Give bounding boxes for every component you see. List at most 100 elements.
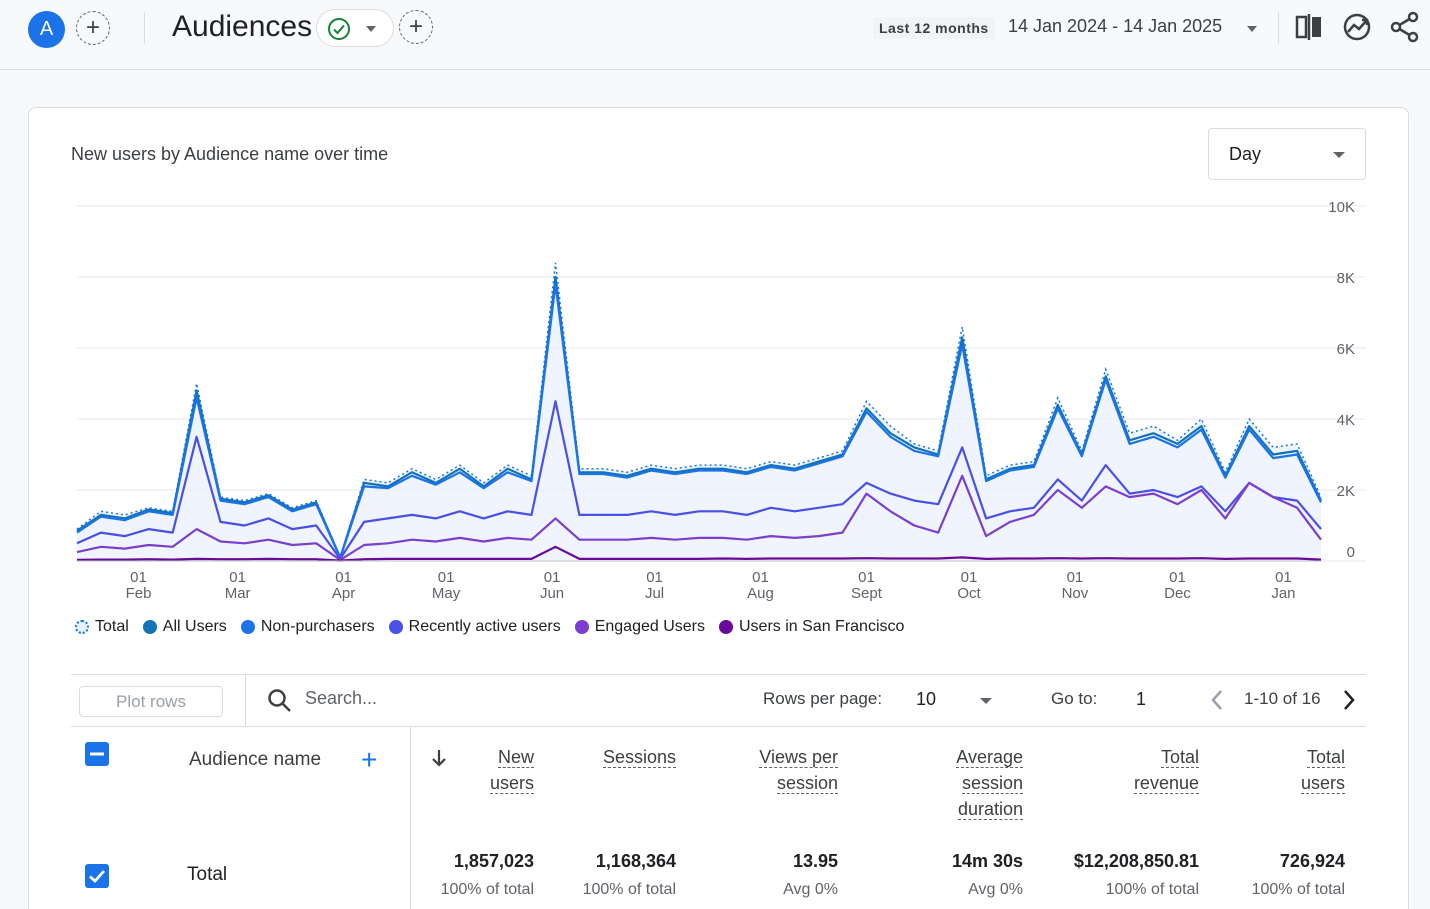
x-tick-month: Dec xyxy=(1164,585,1191,602)
divider xyxy=(144,12,145,44)
total-users: 726,924 xyxy=(1279,851,1345,871)
x-tick-day: 01 xyxy=(1067,569,1084,586)
date-preset-chip[interactable]: Last 12 months xyxy=(873,17,995,39)
divider xyxy=(410,727,411,909)
legend-label: Engaged Users xyxy=(594,618,705,635)
legend-swatch xyxy=(142,620,157,634)
x-tick-month: Apr xyxy=(332,585,355,602)
series-line-engaged-users xyxy=(76,474,1322,561)
legend-swatch xyxy=(719,620,733,634)
indeterminate-icon xyxy=(90,752,104,756)
legend-label: Recently active users xyxy=(408,618,561,635)
insights-icon[interactable] xyxy=(1341,11,1373,43)
date-range-caret-icon[interactable] xyxy=(1246,25,1258,33)
share-icon[interactable] xyxy=(1389,11,1421,43)
x-tick-month: May xyxy=(432,585,461,602)
chevron-left-icon[interactable] xyxy=(1209,688,1225,712)
total-revenue: $12,208,850.81 xyxy=(1073,851,1199,871)
add-card-button[interactable]: + xyxy=(399,10,433,44)
legend-item[interactable]: Users in San Francisco xyxy=(719,618,904,636)
column-header-views-per-session[interactable]: Views per session xyxy=(759,747,838,794)
chevron-right-icon[interactable] xyxy=(1341,688,1357,712)
legend-label: Users in San Francisco xyxy=(739,618,905,635)
legend-item[interactable]: All Users xyxy=(142,618,227,636)
x-tick-month: Feb xyxy=(126,585,152,602)
top-bar: A + Audiences + Last 12 months 14 Jan 20… xyxy=(0,0,1430,70)
legend-item[interactable]: Engaged Users xyxy=(574,618,705,636)
x-tick-month: Jan xyxy=(1271,585,1295,602)
compare-icon[interactable] xyxy=(1293,11,1325,43)
divider xyxy=(71,726,1366,727)
series-line-non-purchasers xyxy=(76,283,1322,559)
legend-swatch xyxy=(574,620,589,634)
row-checkbox[interactable] xyxy=(85,864,109,888)
divider xyxy=(245,674,246,726)
column-header-sessions[interactable]: Sessions xyxy=(602,747,676,768)
column-header-new-users[interactable]: New users xyxy=(489,747,534,794)
series-line-total xyxy=(76,262,1322,560)
x-tick-day: 01 xyxy=(544,569,561,586)
total-views-per-session-sub: Avg 0% xyxy=(783,881,838,898)
total-sessions: 1,168,364 xyxy=(595,851,676,871)
chart-legend: Total All Users Non-purchasers Recently act… xyxy=(75,618,904,636)
report-card: New users by Audience name over time Day… xyxy=(28,107,1409,909)
x-tick-day: 01 xyxy=(438,569,455,586)
avatar[interactable]: A xyxy=(28,11,65,48)
goto-label: Go to: xyxy=(1051,689,1098,708)
total-sessions-sub: 100% of total xyxy=(582,881,676,898)
dimension-header[interactable]: Audience name xyxy=(189,749,322,770)
search-input[interactable] xyxy=(305,688,605,709)
x-tick-day: 01 xyxy=(1169,569,1186,586)
y-tick-label: 10K xyxy=(1328,199,1355,216)
report-status-chip[interactable] xyxy=(316,9,394,47)
goto-input[interactable]: 1 xyxy=(1136,689,1147,709)
add-dimension-button[interactable]: + xyxy=(361,746,377,774)
total-users-sub: 100% of total xyxy=(1251,881,1345,898)
rows-per-page-select[interactable]: 10 xyxy=(916,689,937,709)
x-tick-day: 01 xyxy=(335,569,352,586)
column-header-total-users[interactable]: Total users xyxy=(1300,747,1345,794)
chart-title: New users by Audience name over time xyxy=(71,144,389,164)
avatar-letter: A xyxy=(39,18,54,40)
legend-item[interactable]: Recently active users xyxy=(388,618,561,636)
search-icon xyxy=(268,689,291,712)
column-header-avg-session-duration[interactable]: Average session duration xyxy=(956,747,1023,820)
chevron-down-icon xyxy=(366,26,376,32)
sort-descending-icon[interactable] xyxy=(430,748,448,768)
x-tick-month: Mar xyxy=(225,585,251,602)
check-icon xyxy=(89,870,106,883)
rows-per-page-label: Rows per page: xyxy=(763,689,883,708)
x-tick-day: 01 xyxy=(961,569,978,586)
x-tick-day: 01 xyxy=(229,569,246,586)
legend-label: Total xyxy=(95,618,129,635)
column-header-total-revenue[interactable]: Total revenue xyxy=(1133,747,1199,794)
check-circle-icon xyxy=(328,18,350,40)
y-tick-label: 0 xyxy=(1347,544,1355,561)
chevron-down-icon[interactable] xyxy=(979,697,993,705)
plot-rows-button[interactable]: Plot rows xyxy=(79,686,223,717)
legend-item[interactable]: Non-purchasers xyxy=(240,618,375,636)
granularity-select[interactable]: Day xyxy=(1208,128,1366,180)
series-line-all-users xyxy=(76,275,1322,559)
date-range[interactable]: 14 Jan 2024 - 14 Jan 2025 xyxy=(1008,16,1223,36)
x-tick-month: Sept xyxy=(851,585,883,602)
add-comparison-button[interactable]: + xyxy=(76,11,110,45)
y-tick-label: 2K xyxy=(1337,483,1355,500)
row-label-total: Total xyxy=(187,864,228,885)
x-tick-month: Nov xyxy=(1062,585,1089,602)
x-tick-day: 01 xyxy=(1275,569,1292,586)
select-all-checkbox[interactable] xyxy=(85,742,109,766)
legend-swatch xyxy=(75,620,89,634)
legend-item[interactable]: Total xyxy=(75,618,129,636)
page-title: Audiences xyxy=(172,10,313,43)
divider xyxy=(1278,12,1279,44)
x-tick-month: Oct xyxy=(957,585,981,602)
x-tick-month: Jul xyxy=(645,585,664,602)
x-tick-day: 01 xyxy=(752,569,769,586)
x-tick-day: 01 xyxy=(858,569,875,586)
legend-label: Non-purchasers xyxy=(260,618,375,635)
total-avg-session-duration-sub: Avg 0% xyxy=(968,881,1023,898)
series-area-total xyxy=(77,262,1321,561)
plus-icon: + xyxy=(85,14,100,41)
series-line-users-in-san-francisco xyxy=(76,545,1322,562)
